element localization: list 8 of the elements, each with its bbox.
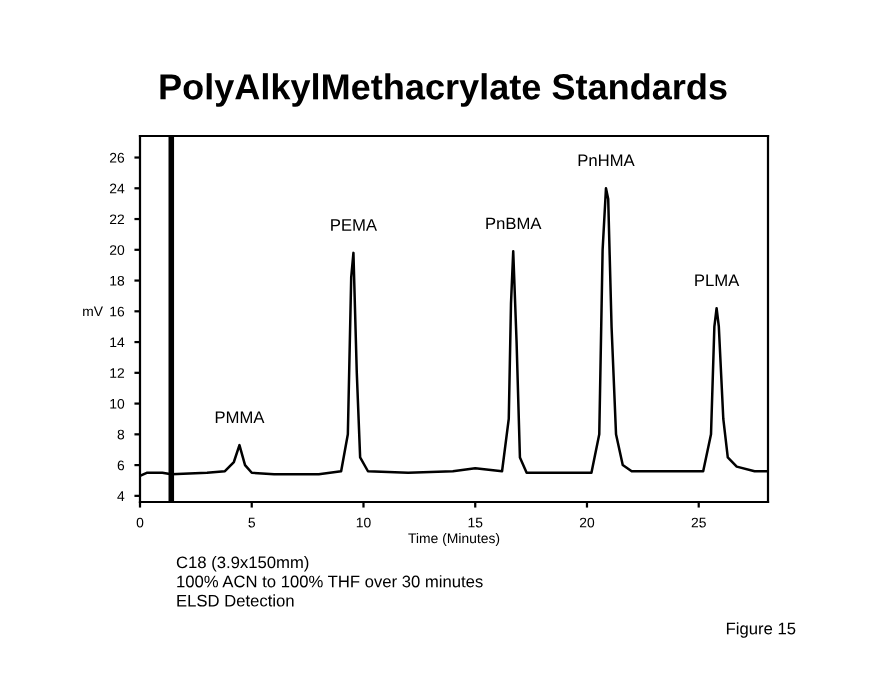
caption: Figure 15 xyxy=(726,622,796,638)
annotation: PnHMA xyxy=(578,154,635,167)
annotation: PnBMA xyxy=(486,217,542,230)
annotation: PLMA xyxy=(695,274,740,287)
text: C18 (3.9x150mm) 100% ACN to 100% THF over 30 minutes ELSD Detection xyxy=(176,556,483,607)
annotation: PMMA xyxy=(215,411,265,423)
chart-title: PolyAlkylMethacrylate Standards xyxy=(160,73,727,107)
annotation: PEMA xyxy=(331,219,378,231)
